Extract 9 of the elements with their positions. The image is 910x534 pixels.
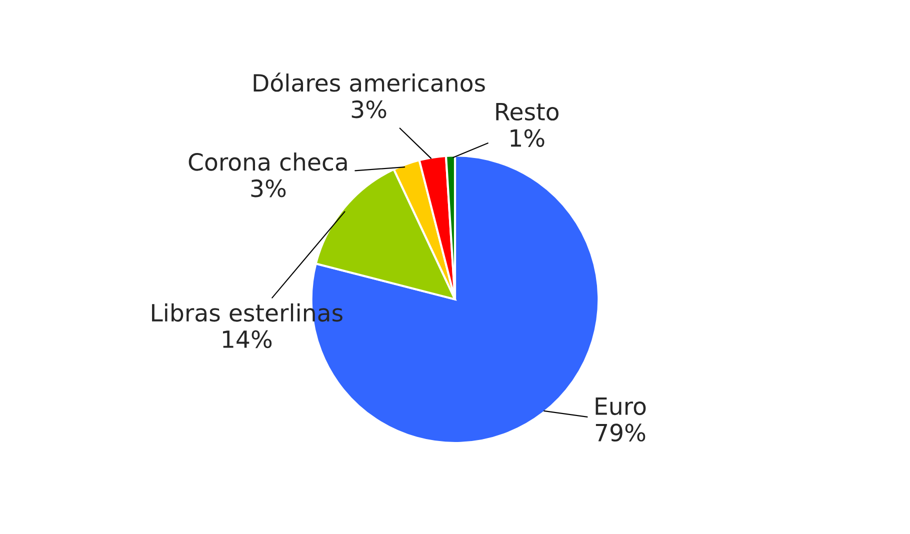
- data-label: 79%: [596, 424, 646, 442]
- slice-label: Corona checa: [188, 152, 347, 171]
- data-label: 1%: [510, 129, 544, 147]
- slice-label: Resto: [496, 102, 558, 121]
- slice-label: Dólares americanos: [254, 72, 485, 92]
- data-label: 3%: [352, 100, 386, 118]
- data-label: 3%: [251, 179, 286, 198]
- slice-label: Euro: [596, 398, 646, 416]
- data-label: 14%: [223, 330, 272, 348]
